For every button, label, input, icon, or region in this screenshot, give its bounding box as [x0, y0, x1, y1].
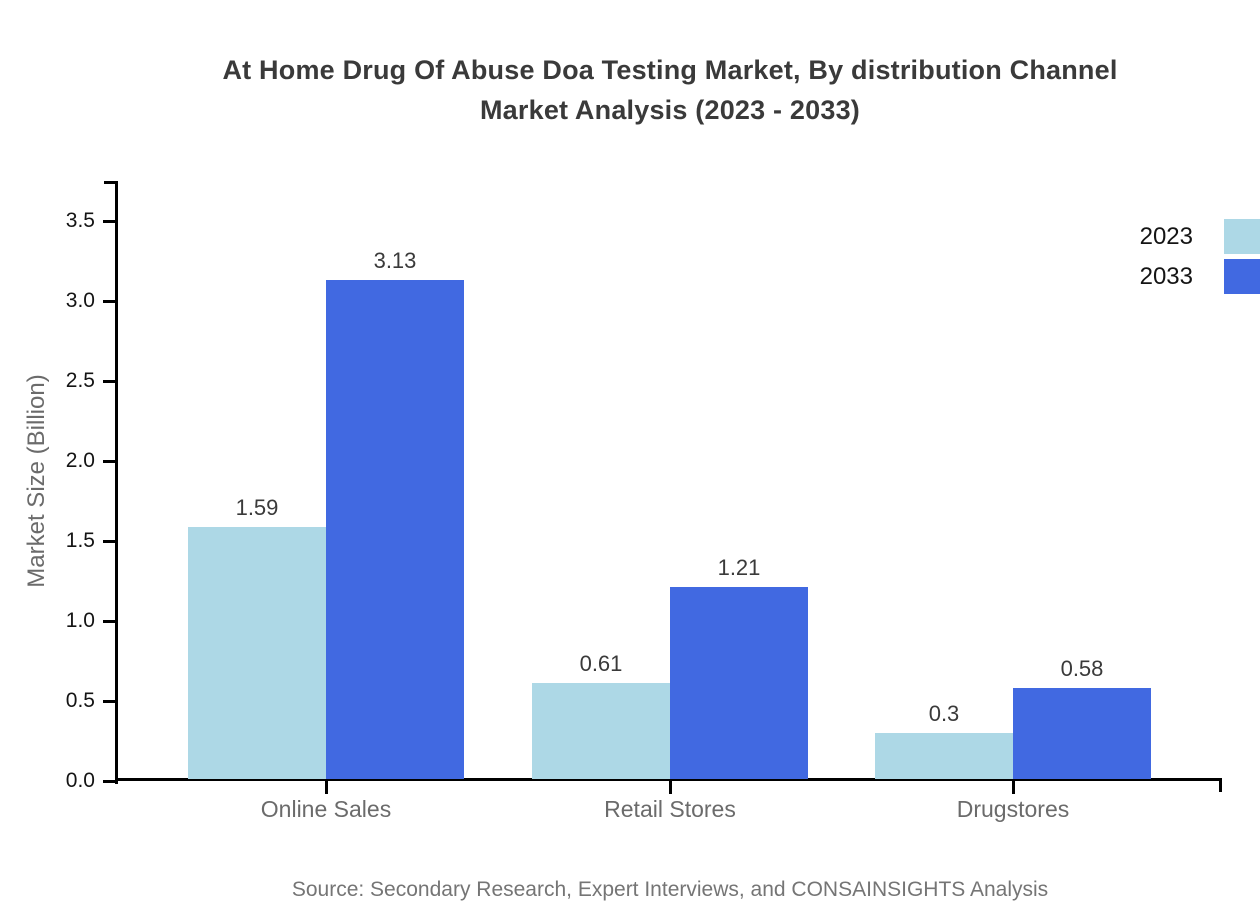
y-tick-mark [103, 219, 115, 223]
legend-swatch-2033 [1224, 259, 1260, 294]
x-tick-mark [1011, 781, 1015, 794]
bar-value-2023-retail-stores: 0.61 [579, 651, 623, 677]
chart-title-line1: At Home Drug Of Abuse Doa Testing Market… [222, 55, 1118, 85]
category-label-retail-stores: Retail Stores [604, 796, 736, 822]
y-tick-label: 1.0 [65, 609, 95, 632]
x-tick-mark [324, 781, 328, 794]
y-tick-mark [103, 699, 115, 703]
bar-value-2023-online-sales: 1.59 [235, 494, 279, 520]
legend-label-2033: 2033 [1139, 262, 1193, 290]
y-tick-label: 2.0 [65, 449, 95, 472]
chart-title-line2: Market Analysis (2023 - 2033) [479, 95, 860, 125]
bar-value-2033-retail-stores: 1.21 [717, 555, 761, 581]
category-label-drugstores: Drugstores [956, 796, 1070, 822]
bar-2033-drugstores [1013, 688, 1151, 779]
chart-title: At Home Drug Of Abuse Doa Testing Market… [80, 50, 1260, 130]
bar-value-2023-drugstores: 0.3 [928, 701, 960, 726]
y-tick-label: 0.0 [65, 769, 95, 792]
y-tick-label: 0.5 [65, 689, 95, 712]
y-tick-mark [103, 619, 115, 623]
bar-2033-online-sales [326, 280, 464, 779]
y-tick-mark [103, 459, 115, 463]
x-axis-spine [115, 778, 1222, 781]
legend-label-2023: 2023 [1139, 222, 1193, 250]
y-tick-mark [103, 299, 115, 303]
bar-2023-retail-stores [532, 683, 670, 779]
x-axis-end-cap [1219, 778, 1222, 792]
x-tick-mark [668, 781, 672, 794]
y-axis-spine [115, 181, 118, 784]
y-tick-mark [103, 379, 115, 383]
bar-value-2033-online-sales: 3.13 [373, 248, 417, 274]
y-tick-label: 1.5 [65, 529, 95, 552]
y-tick-label: 3.0 [65, 289, 95, 312]
source-note: Source: Secondary Research, Expert Inter… [291, 878, 1049, 901]
legend-item-2033: 2033 [1090, 259, 1260, 294]
y-axis-end-cap [104, 181, 115, 184]
legend: 2023 2033 [1090, 219, 1260, 299]
legend-item-2023: 2023 [1090, 219, 1260, 254]
bar-2023-drugstores [875, 733, 1013, 779]
y-tick-mark [103, 539, 115, 543]
bar-2033-retail-stores [670, 587, 808, 779]
category-label-online-sales: Online Sales [260, 796, 392, 822]
bar-2023-online-sales [188, 526, 326, 779]
bar-value-2033-drugstores: 0.58 [1060, 656, 1104, 682]
y-tick-mark [103, 779, 115, 783]
y-tick-label: 2.5 [65, 369, 95, 392]
legend-swatch-2023 [1224, 219, 1260, 254]
y-tick-label: 3.5 [65, 209, 95, 232]
